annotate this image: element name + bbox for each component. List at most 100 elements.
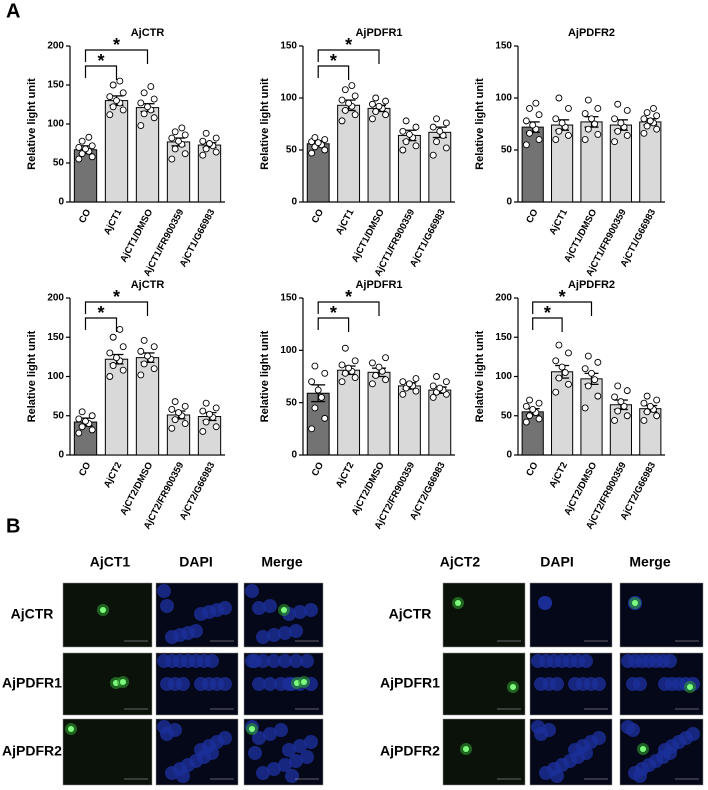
data-point (617, 398, 625, 406)
y-tick-label: 0 (506, 197, 512, 208)
data-point (529, 406, 537, 413)
nucleus (633, 677, 647, 691)
signal (640, 746, 646, 752)
data-point (140, 110, 148, 118)
panel-label: B (6, 515, 20, 537)
data-point (311, 362, 319, 370)
data-point (82, 145, 89, 153)
significance-label: * (113, 35, 120, 55)
significance-bracket (317, 49, 380, 64)
data-point (382, 376, 390, 384)
data-point (581, 136, 589, 144)
data-point (526, 129, 533, 137)
data-point (620, 402, 628, 410)
significance-bracket (317, 301, 380, 316)
x-tick-label: CO (524, 207, 540, 225)
data-point (412, 142, 420, 150)
data-point (552, 115, 560, 123)
significance-bracket (84, 65, 118, 80)
y-tick-label: 50 (286, 145, 298, 156)
chart-title: AjPDFR1 (355, 279, 402, 291)
bar (135, 107, 160, 203)
data-point (372, 372, 380, 379)
data-point (321, 369, 329, 377)
data-point (368, 100, 376, 108)
y-tick-label: 200 (47, 41, 64, 52)
row-label: AjCTR (389, 606, 432, 622)
data-point (116, 77, 124, 85)
data-point (199, 137, 207, 145)
signal (68, 726, 74, 732)
data-point (82, 417, 89, 425)
data-point (375, 363, 383, 371)
data-point (212, 134, 220, 142)
x-tick-label: AjCT1 (102, 207, 125, 237)
data-point (555, 374, 563, 382)
data-point (640, 417, 648, 424)
data-point (314, 139, 322, 147)
data-point (584, 96, 592, 104)
data-point (321, 146, 329, 154)
x-tick-label: AjCT1 (334, 207, 357, 237)
data-point (429, 151, 437, 159)
micrograph (442, 582, 526, 648)
bar (367, 107, 391, 203)
nucleus (289, 624, 303, 638)
data-point (113, 97, 120, 105)
data-point (308, 378, 316, 386)
data-point (106, 93, 114, 101)
data-point (623, 131, 631, 139)
data-point (88, 412, 96, 420)
data-point (412, 123, 420, 131)
data-point (433, 138, 440, 146)
y-axis-label: Relative light unit (259, 78, 271, 170)
data-point (529, 121, 537, 129)
y-axis-label: Relative light unit (26, 78, 38, 170)
data-point (178, 124, 186, 132)
data-point (535, 136, 543, 144)
data-point (206, 410, 213, 418)
y-tick-label: 200 (495, 293, 512, 304)
nucleus (160, 599, 174, 613)
data-point (88, 142, 96, 150)
x-tick-label: CO (77, 207, 93, 225)
data-point (212, 423, 220, 431)
column-header: DAPI (540, 554, 573, 570)
signal (301, 679, 307, 685)
data-point (653, 112, 661, 120)
data-point (646, 117, 654, 125)
data-point (405, 380, 413, 388)
data-point (116, 325, 124, 333)
data-point (581, 110, 589, 118)
data-point (144, 352, 151, 360)
significance-label: * (97, 303, 104, 323)
nucleus (579, 654, 593, 668)
data-point (150, 114, 158, 122)
data-point (171, 398, 179, 406)
nucleus (248, 746, 262, 760)
micrograph (619, 582, 704, 648)
data-point (181, 131, 189, 139)
data-point (308, 425, 316, 433)
y-tick-label: 100 (47, 119, 64, 130)
nucleus (168, 723, 182, 737)
data-point (348, 82, 356, 89)
y-tick-label: 150 (280, 41, 297, 52)
data-point (75, 143, 83, 151)
data-point (341, 369, 349, 377)
y-tick-label: 50 (53, 158, 65, 169)
data-point (338, 361, 346, 369)
data-point (140, 89, 148, 97)
data-point (338, 117, 346, 125)
data-point (646, 402, 654, 410)
data-point (591, 376, 599, 384)
nucleus (205, 654, 219, 668)
data-point (78, 423, 86, 431)
data-point (412, 375, 420, 383)
y-tick-label: 150 (47, 80, 64, 91)
significance-label: * (330, 303, 337, 323)
data-point (109, 103, 117, 111)
nucleus (274, 677, 288, 691)
data-point (555, 94, 563, 102)
